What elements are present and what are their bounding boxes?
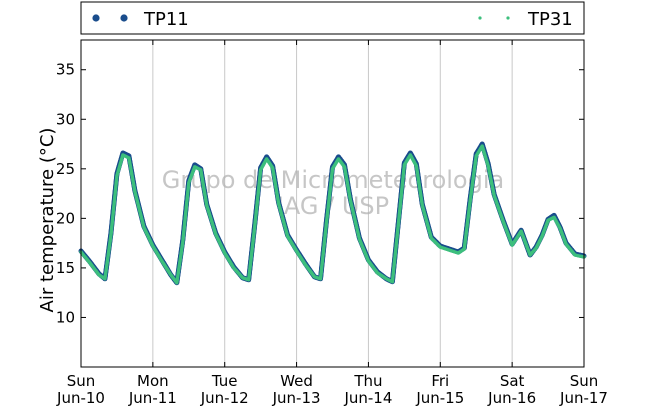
plot-area: [81, 40, 584, 367]
x-tick-label-date: Jun-13: [272, 389, 321, 407]
y-tick-label: 30: [56, 110, 75, 128]
x-tick-label-day: Thu: [353, 372, 382, 390]
y-tick-label: 25: [56, 160, 75, 178]
x-tick-label-date: Jun-14: [343, 389, 392, 407]
x-tick-label-date: Jun-17: [559, 389, 608, 407]
legend-label-tp31: TP31: [527, 9, 573, 30]
x-tick-label-day: Sun: [570, 372, 599, 390]
legend-label-tp11: TP11: [143, 9, 189, 30]
watermark-line-2: IAG / USP: [277, 192, 389, 220]
grid: [152, 40, 513, 367]
x-tick-label-day: Fri: [431, 372, 449, 390]
x-tick-label-day: Sun: [67, 372, 96, 390]
x-tick-label-date: Jun-15: [415, 389, 464, 407]
x-tick-label-day: Sat: [500, 372, 525, 390]
y-tick-label: 15: [56, 259, 75, 277]
x-tick-label-date: Jun-11: [128, 389, 177, 407]
x-tick-label-day: Tue: [211, 372, 238, 390]
x-tick-label-day: Wed: [280, 372, 313, 390]
x-tick-label-date: Jun-12: [200, 389, 249, 407]
y-axis-label: Air temperature (°C): [37, 128, 58, 313]
plot-frame: [80, 39, 585, 368]
axis-ticks: SunJun-10MonJun-11TueJun-12WedJun-13ThuJ…: [56, 40, 608, 407]
legend: TP11 TP31: [80, 1, 585, 35]
y-tick-label: 35: [56, 61, 75, 79]
legend-marker-tp11: [120, 14, 128, 22]
series-tp31: [79, 144, 586, 285]
legend-marker-tp11: [92, 14, 100, 22]
x-tick-label-date: Jun-10: [56, 389, 105, 407]
series-layer: [78, 141, 587, 286]
y-tick-label: 10: [56, 308, 75, 326]
legend-frame: [80, 1, 585, 35]
x-tick-label-day: Mon: [137, 372, 169, 390]
y-tick-label: 20: [56, 209, 75, 227]
x-tick-label-date: Jun-16: [487, 389, 536, 407]
legend-marker-tp31: [478, 16, 482, 20]
legend-marker-tp31: [506, 16, 510, 20]
